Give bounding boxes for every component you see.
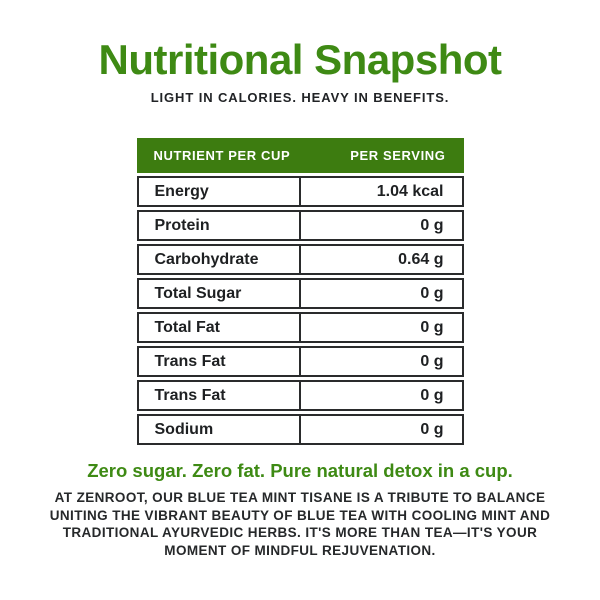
nutrient-label: Trans Fat — [154, 386, 226, 404]
nutrient-label: Protein — [154, 216, 210, 234]
brand-description: AT ZENROOT, OUR BLUE TEA MINT TISANE IS … — [49, 490, 551, 558]
table-row: Trans Fat 0 g — [136, 346, 464, 378]
nutrient-label: Energy — [154, 182, 209, 200]
table-header-row: NUTRIENT PER CUP PER SERVING — [136, 138, 464, 174]
nutrition-table: NUTRIENT PER CUP PER SERVING Energy 1.04… — [136, 138, 464, 446]
header-nutrient-per-cup: NUTRIENT PER CUP — [153, 148, 291, 164]
nutrient-value: 0 g — [298, 382, 462, 410]
table-row: Energy 1.04 kcal — [136, 176, 464, 208]
nutrient-label: Total Sugar — [154, 284, 242, 302]
nutrient-value: 0 g — [298, 416, 462, 444]
nutrient-value: 0.64 g — [298, 246, 462, 274]
nutrient-label: Total Fat — [154, 318, 220, 336]
nutrient-value: 0 g — [298, 212, 462, 240]
nutrient-value: 1.04 kcal — [298, 178, 462, 206]
table-row: Carbohydrate 0.64 g — [136, 244, 464, 276]
nutrient-label: Sodium — [154, 420, 214, 438]
table-row: Protein 0 g — [136, 210, 464, 242]
nutrient-value: 0 g — [298, 348, 462, 376]
table-row: Total Sugar 0 g — [136, 278, 464, 310]
table-row: Trans Fat 0 g — [136, 380, 464, 412]
nutrient-value: 0 g — [298, 280, 462, 308]
nutrient-label: Trans Fat — [154, 352, 226, 370]
table-row: Total Fat 0 g — [136, 312, 464, 344]
header-per-serving: PER SERVING — [350, 148, 446, 164]
page-title: Nutritional Snapshot — [98, 36, 503, 83]
tagline: Zero sugar. Zero fat. Pure natural detox… — [87, 460, 513, 482]
page-subtitle: LIGHT IN CALORIES. HEAVY IN BENEFITS. — [150, 90, 450, 106]
nutrient-label: Carbohydrate — [154, 250, 259, 268]
nutrient-value: 0 g — [298, 314, 462, 342]
table-row: Sodium 0 g — [136, 414, 464, 446]
